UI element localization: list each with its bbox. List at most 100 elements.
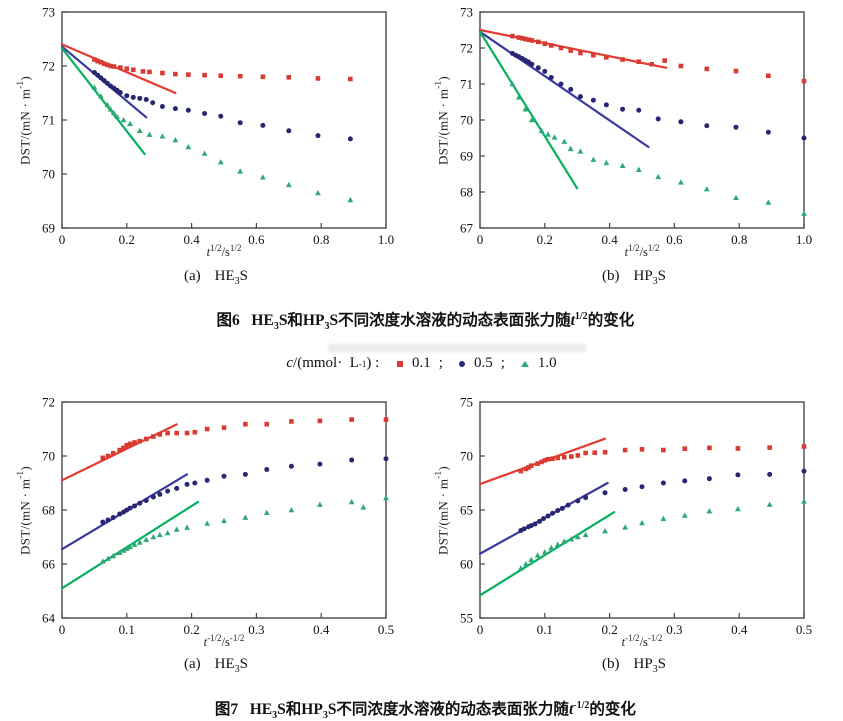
xlabel-unit-exp: -1/2 [229, 633, 245, 643]
svg-text:0: 0 [59, 622, 66, 637]
legend-sup: -1 [358, 358, 367, 369]
caption-sub: 3 [324, 321, 330, 333]
caption-text: S和HP [277, 701, 323, 718]
caption-text: 的变化 [589, 701, 636, 718]
svg-text:0.5: 0.5 [378, 622, 394, 637]
legend-item-label: 0.5 [473, 355, 493, 371]
xlabel-exp: -1/2 [625, 633, 640, 643]
svg-text:0.3: 0.3 [248, 622, 264, 637]
fig7b-y-axis-label: DST/(mN · m-1) [430, 402, 454, 618]
xlabel-unit: /s [221, 635, 230, 650]
svg-text:71: 71 [460, 77, 473, 92]
panel-tag: (a) [184, 656, 201, 672]
legend-text: /(mmol· L [293, 355, 359, 371]
svg-text:0.4: 0.4 [183, 232, 200, 247]
svg-text:70: 70 [42, 449, 55, 464]
svg-text:72: 72 [42, 395, 55, 410]
xlabel-unit: /s [639, 635, 648, 650]
xlabel-var: t [621, 635, 626, 650]
legend-item-label: 0.1 [412, 355, 431, 371]
svg-text:70: 70 [460, 113, 473, 128]
svg-text:68: 68 [460, 185, 473, 200]
svg-text:64: 64 [42, 611, 56, 626]
xlabel-exp: 1/2 [210, 243, 222, 253]
svg-text:73: 73 [460, 5, 473, 20]
compound-suffix: S [657, 656, 667, 672]
svg-text:0.6: 0.6 [666, 232, 683, 247]
caption-text: 图7 HE [214, 701, 273, 718]
compound-name: HP [633, 656, 653, 672]
fig7a-plot-svg: 0 0.1 0.2 0.3 0.4 0.5 64 66 68 70 72 [42, 395, 394, 638]
svg-text:69: 69 [42, 221, 55, 236]
compound-sub: 3 [652, 276, 658, 287]
legend-separator: ; [438, 355, 443, 371]
compound-sub: 3 [652, 664, 658, 675]
compound-sub: 3 [234, 664, 240, 675]
fig7-subcaption-b: (b) HP3S [428, 656, 840, 675]
caption-sup: 1/2 [574, 310, 588, 322]
ylabel-sup: -1 [14, 470, 25, 479]
svg-text:0: 0 [59, 232, 66, 247]
svg-text:1.0: 1.0 [378, 232, 394, 247]
caption-text: S和HP [278, 312, 325, 329]
svg-text:70: 70 [460, 449, 473, 464]
svg-text:0.1: 0.1 [119, 622, 135, 637]
fig7-chart-b: 0 0.1 0.2 0.3 0.4 0.5 55 60 65 70 75 DST/(mN · m-1… [428, 392, 840, 662]
svg-text:55: 55 [460, 611, 473, 626]
circle-marker-icon [458, 360, 465, 367]
caption-var: t [570, 312, 575, 329]
xlabel-var: t [206, 245, 211, 260]
square-marker-icon [397, 360, 404, 367]
ylabel-sup: -1 [432, 470, 443, 479]
fig6a-x-axis-label: t1/2/s1/2 [62, 243, 386, 260]
svg-text:0.2: 0.2 [183, 622, 199, 637]
svg-text:69: 69 [460, 149, 473, 164]
fig7b-x-axis-label: t-1/2/s-1/2 [480, 633, 804, 650]
ylabel-sup: -1 [432, 80, 443, 89]
fig6-subcaption-a: (a) HE3S [10, 268, 422, 287]
svg-text:72: 72 [460, 41, 473, 56]
xlabel-unit-exp: 1/2 [229, 243, 242, 253]
ylabel-text: DST/(mN · m [435, 478, 451, 555]
caption-sub: 3 [273, 321, 279, 333]
xlabel-unit-exp: -1/2 [647, 633, 663, 643]
panel-tag: (a) [184, 268, 201, 284]
svg-text:1.0: 1.0 [796, 232, 812, 247]
fig7a-x-axis-label: t-1/2/s-1/2 [62, 633, 386, 650]
ylabel-close: ) [17, 465, 33, 471]
xlabel-unit: /s [639, 245, 648, 260]
svg-text:0: 0 [477, 622, 484, 637]
compound-name: HE [214, 656, 235, 672]
ylabel-text: DST/(mN · m [435, 88, 451, 165]
ylabel-close: ) [435, 465, 451, 471]
fig6b-y-axis-label: DST/(mN · m-1) [430, 12, 454, 228]
legend-text: ) : [366, 355, 384, 371]
svg-text:0.4: 0.4 [313, 622, 330, 637]
compound-name: HE [214, 268, 235, 284]
caption-text: S不同浓度水溶液的动态表面张力随 [327, 701, 569, 718]
svg-text:0.2: 0.2 [537, 232, 553, 247]
ylabel-sup: -1 [14, 80, 25, 89]
compound-sub: 3 [234, 276, 240, 287]
caption-text: 的变化 [587, 312, 635, 329]
svg-text:60: 60 [460, 557, 473, 572]
panel-tag: (b) [601, 656, 620, 672]
fig7b-plot-svg: 0 0.1 0.2 0.3 0.4 0.5 55 60 65 70 75 [460, 395, 812, 638]
ylabel-close: ) [17, 75, 33, 81]
svg-text:70: 70 [42, 167, 55, 182]
svg-text:0: 0 [477, 232, 484, 247]
ylabel-close: ) [435, 75, 451, 81]
fig6-subcaption-b: (b) HP3S [428, 268, 840, 287]
svg-text:0.8: 0.8 [731, 232, 747, 247]
xlabel-exp: 1/2 [628, 243, 640, 253]
xlabel-unit: /s [221, 245, 230, 260]
svg-text:0.8: 0.8 [313, 232, 329, 247]
svg-text:0.5: 0.5 [796, 622, 812, 637]
svg-text:0.2: 0.2 [601, 622, 617, 637]
caption-sup: -1/2 [573, 699, 590, 711]
svg-text:67: 67 [460, 221, 474, 236]
fig7-chart-a: 0 0.1 0.2 0.3 0.4 0.5 64 66 68 70 72 DST/(mN · m-1… [10, 392, 422, 662]
svg-text:75: 75 [460, 395, 473, 410]
triangle-marker-icon [520, 360, 529, 367]
